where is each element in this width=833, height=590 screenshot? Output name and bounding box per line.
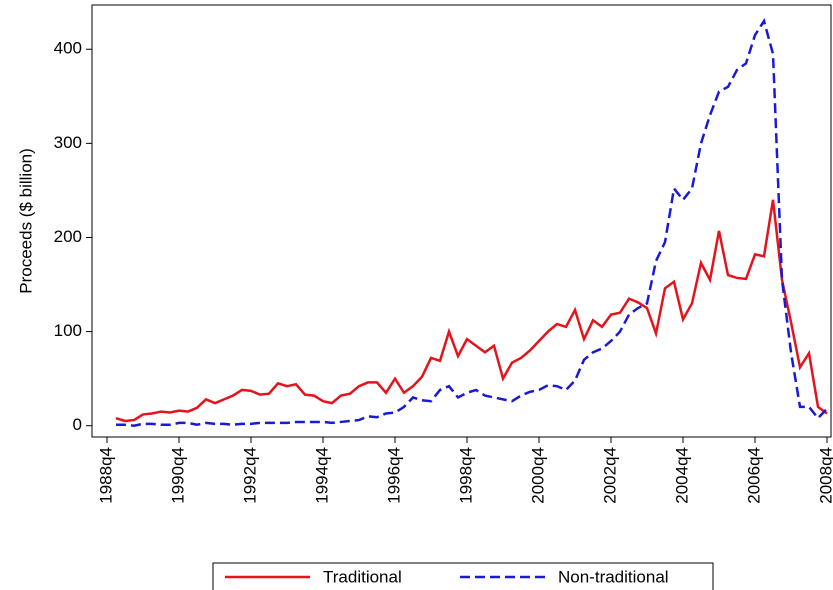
plot-frame — [91, 4, 832, 438]
y-tick-label: 100 — [54, 321, 82, 340]
y-tick-label: 300 — [54, 133, 82, 152]
x-tick-label: 2004q4 — [672, 447, 691, 504]
y-tick-label: 0 — [73, 415, 82, 434]
x-tick-label: 1990q4 — [168, 447, 187, 504]
series-line — [116, 17, 828, 427]
x-tick-label: 1996q4 — [384, 447, 403, 504]
legend-label: Traditional — [323, 567, 402, 586]
x-tick-label: 2000q4 — [528, 447, 547, 504]
x-tick-label: 1998q4 — [456, 447, 475, 504]
x-tick-label: 2006q4 — [744, 447, 763, 504]
x-tick-label: 1988q4 — [96, 447, 115, 504]
x-tick-label: 1992q4 — [240, 447, 259, 504]
x-tick-label: 1994q4 — [312, 447, 331, 504]
y-tick-label: 400 — [54, 39, 82, 58]
y-axis-label: Proceeds ($ billion) — [16, 148, 35, 294]
series-line — [115, 199, 828, 423]
x-tick-label: 2002q4 — [600, 447, 619, 504]
y-tick-label: 200 — [54, 227, 82, 246]
x-tick-label: 2008q4 — [816, 447, 833, 504]
legend-label: Non-traditional — [558, 567, 669, 586]
